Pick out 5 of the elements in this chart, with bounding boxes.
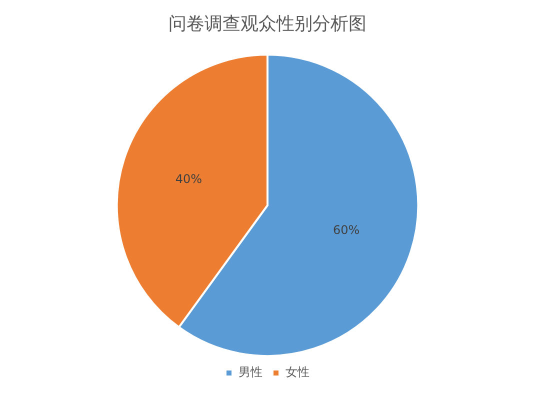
chart-title: 问卷调查观众性别分析图 bbox=[168, 13, 366, 34]
data-label: 60% bbox=[332, 223, 360, 238]
legend-label: 女性 bbox=[286, 365, 310, 380]
data-label: 40% bbox=[175, 172, 202, 186]
legend-label: 男性 bbox=[238, 365, 262, 380]
